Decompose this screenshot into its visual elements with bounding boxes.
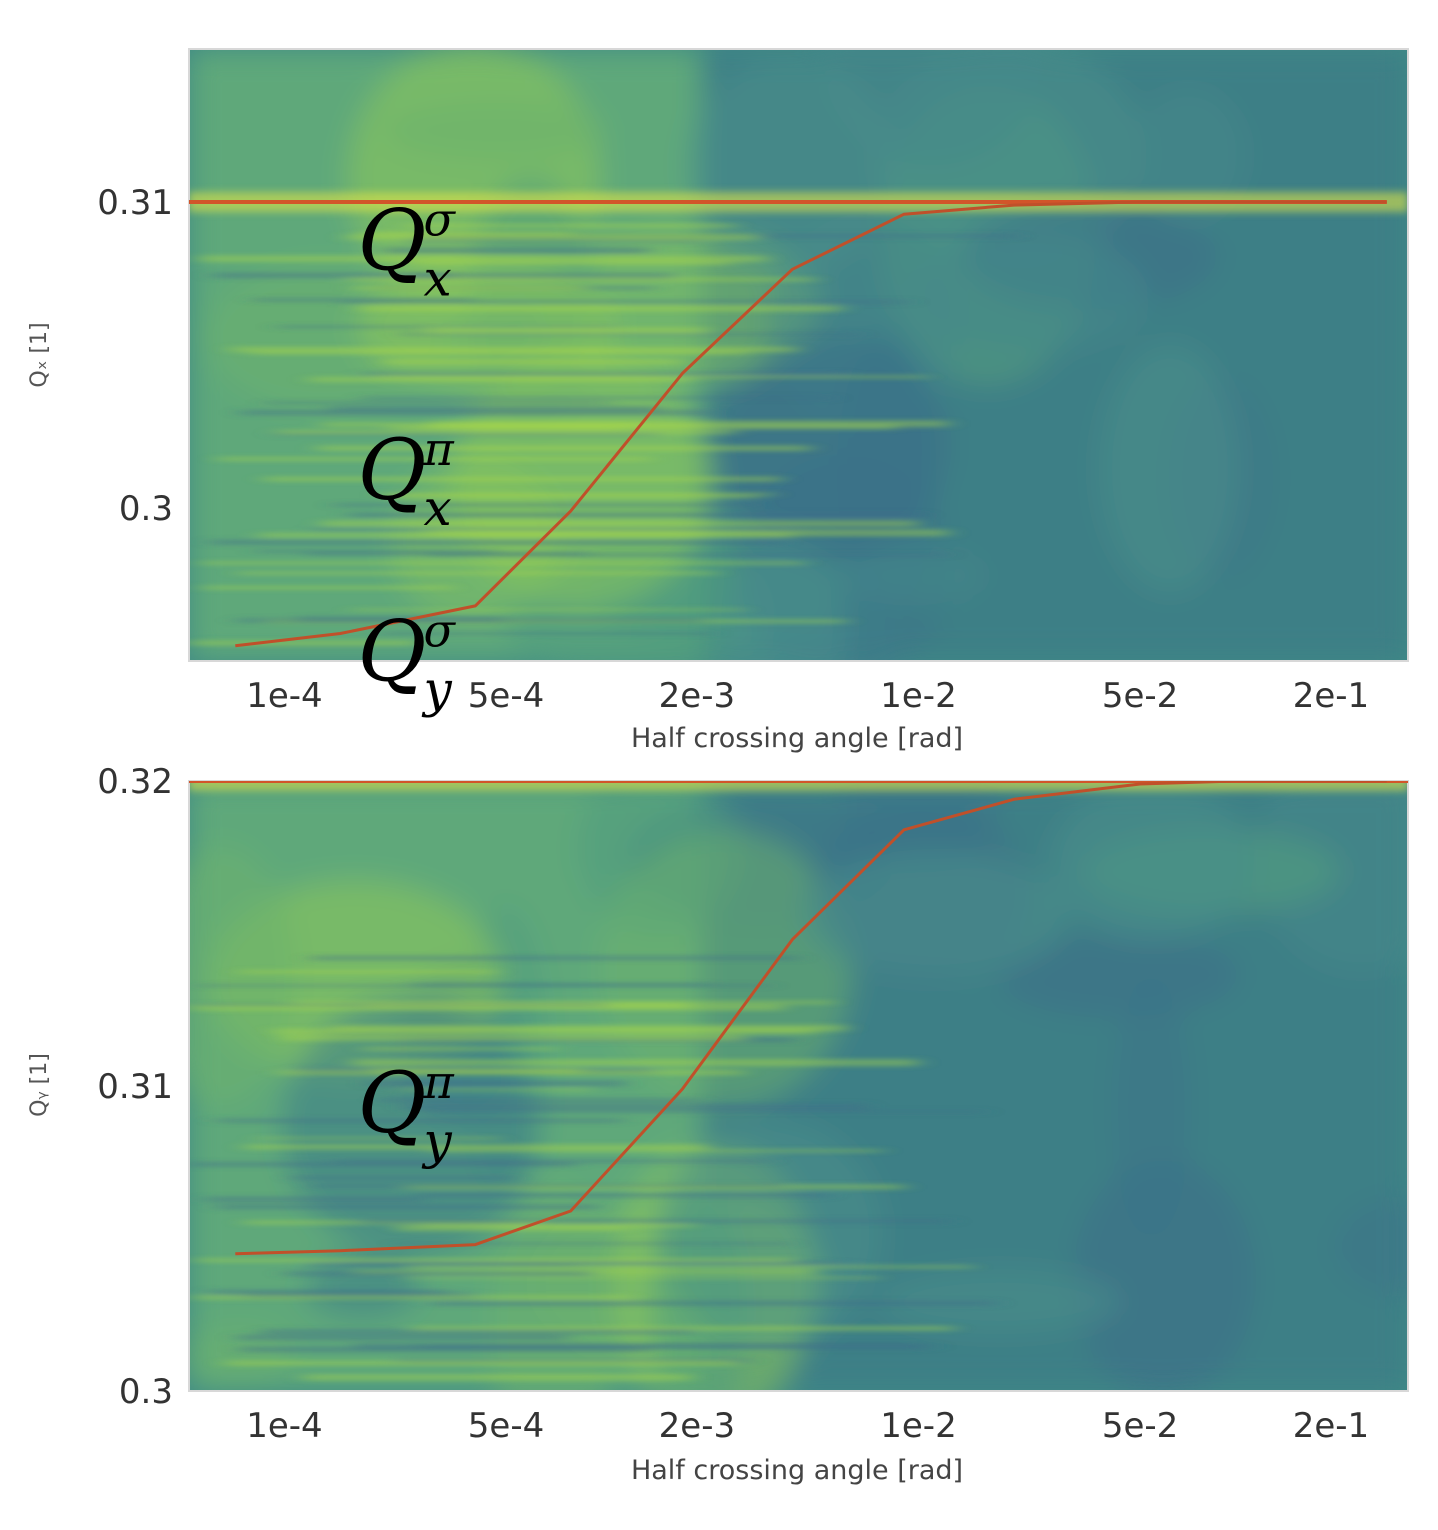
qy-y-tick-label: 0.31 — [97, 1067, 173, 1107]
qy-x-tick-label: 1e-2 — [880, 1406, 956, 1446]
qy-annotation: Qπy — [357, 1054, 454, 1170]
qx-series-line-2 — [235, 200, 1387, 648]
qy-panel: 1e-4 5e-4 2e-3 1e-2 5e-2 2e-1 0.3 0.31 0.32 Hal… — [27, 602, 1409, 1486]
qy-x-tick-label: 1e-4 — [246, 1406, 322, 1446]
qx-x-tick-label: 1e-4 — [246, 676, 322, 716]
qy-x-ticks: 1e-4 5e-4 2e-3 1e-2 5e-2 2e-1 — [246, 1406, 1369, 1446]
qy-y-ticks: 0.3 0.31 0.32 — [97, 762, 173, 1412]
qy-annotation: Qσy — [357, 602, 456, 718]
annotation-base: Q — [357, 421, 426, 519]
qy-heatmap — [189, 781, 1408, 1391]
qx-annotation: Qπx — [357, 421, 454, 537]
annotation-superscript: π — [422, 1055, 454, 1109]
qx-annotation: Qσx — [357, 191, 456, 307]
qx-x-axis-title: Half crossing angle [rad] — [631, 723, 963, 754]
qy-heatmap-streaks — [189, 955, 996, 1381]
qx-heatmap-blobs — [189, 49, 1408, 661]
qy-series — [189, 781, 1408, 1256]
annotation-superscript: σ — [423, 192, 456, 246]
qy-series-line-2 — [235, 781, 1387, 1256]
qx-x-tick-label: 5e-4 — [468, 676, 544, 716]
qy-x-tick-label: 5e-4 — [468, 1406, 544, 1446]
qx-x-ticks: 1e-4 5e-4 2e-3 1e-2 5e-2 2e-1 — [246, 676, 1369, 716]
qy-line-glow — [189, 781, 1408, 791]
qy-y-axis-title: Qᵧ [1] — [27, 1053, 52, 1117]
qx-y-tick-label: 0.31 — [97, 183, 173, 223]
annotation-base: Q — [357, 1054, 426, 1152]
annotation-superscript: π — [422, 422, 454, 476]
annotation-subscript: y — [421, 660, 452, 718]
qx-y-axis-title: Qₓ [1] — [27, 322, 52, 387]
qx-plot-frame — [188, 48, 1409, 662]
qy-x-axis-title: Half crossing angle [rad] — [631, 1455, 963, 1486]
qy-x-tick-label: 5e-2 — [1102, 1406, 1178, 1446]
qx-x-tick-label: 1e-2 — [880, 676, 956, 716]
qx-x-tick-label: 5e-2 — [1102, 676, 1178, 716]
qx-x-tick-label: 2e-1 — [1293, 676, 1369, 716]
qy-y-tick-label: 0.32 — [97, 762, 173, 802]
annotation-subscript: y — [421, 1112, 452, 1170]
qx-series — [189, 200, 1387, 648]
qy-x-tick-label: 2e-1 — [1293, 1406, 1369, 1446]
qx-heatmap — [189, 49, 1408, 661]
annotation-subscript: x — [423, 249, 451, 307]
qy-y-tick-label: 0.3 — [119, 1372, 173, 1412]
qx-panel: 1e-4 5e-4 2e-3 1e-2 5e-2 2e-1 0.3 0.31 Half cr… — [27, 48, 1409, 754]
annotation-superscript: σ — [423, 603, 456, 657]
annotation-base: Q — [357, 602, 426, 700]
qx-y-ticks: 0.3 0.31 — [97, 183, 173, 529]
annotation-subscript: x — [423, 479, 451, 537]
qx-x-tick-label: 2e-3 — [659, 676, 735, 716]
qy-x-tick-label: 2e-3 — [659, 1406, 735, 1446]
qx-y-tick-label: 0.3 — [119, 489, 173, 529]
annotation-base: Q — [357, 191, 426, 289]
